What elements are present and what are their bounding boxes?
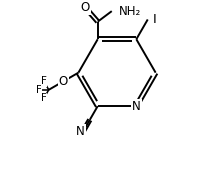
Text: O: O [59, 75, 68, 88]
Text: F: F [36, 85, 42, 95]
Text: N: N [76, 125, 85, 138]
Text: N: N [132, 100, 141, 113]
Text: O: O [81, 1, 90, 14]
Text: F: F [41, 93, 47, 103]
Text: F: F [41, 76, 47, 87]
Text: NH₂: NH₂ [119, 5, 141, 18]
Text: I: I [153, 13, 157, 26]
